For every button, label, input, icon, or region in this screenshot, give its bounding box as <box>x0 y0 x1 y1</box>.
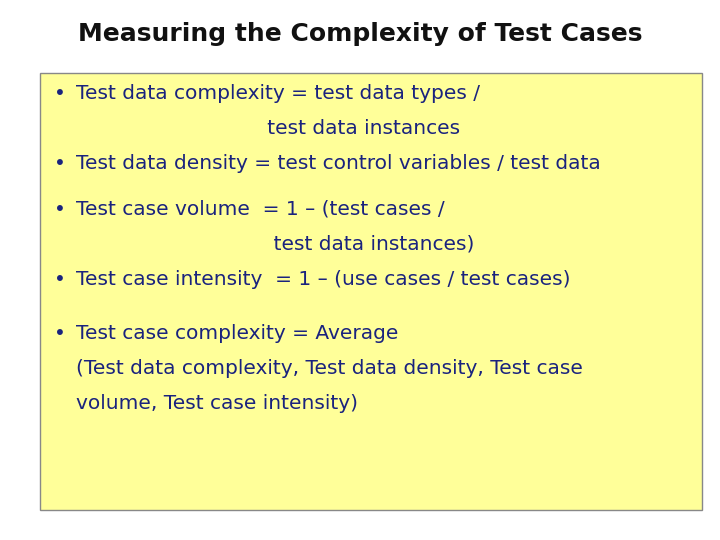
Text: Test case complexity = Average: Test case complexity = Average <box>76 324 398 343</box>
Text: •: • <box>54 270 66 289</box>
Text: •: • <box>54 154 66 173</box>
Text: •: • <box>54 84 66 103</box>
Text: •: • <box>54 324 66 343</box>
Text: Test case volume  = 1 – (test cases /: Test case volume = 1 – (test cases / <box>76 200 444 219</box>
Text: Test case intensity  = 1 – (use cases / test cases): Test case intensity = 1 – (use cases / t… <box>76 270 570 289</box>
Text: test data instances: test data instances <box>76 119 460 138</box>
Text: Measuring the Complexity of Test Cases: Measuring the Complexity of Test Cases <box>78 22 642 45</box>
Text: test data instances): test data instances) <box>76 235 474 254</box>
Text: (Test data complexity, Test data density, Test case: (Test data complexity, Test data density… <box>76 359 582 378</box>
Text: Test data density = test control variables / test data: Test data density = test control variabl… <box>76 154 600 173</box>
Text: volume, Test case intensity): volume, Test case intensity) <box>76 394 358 413</box>
Text: •: • <box>54 200 66 219</box>
Text: Test data complexity = test data types /: Test data complexity = test data types / <box>76 84 480 103</box>
